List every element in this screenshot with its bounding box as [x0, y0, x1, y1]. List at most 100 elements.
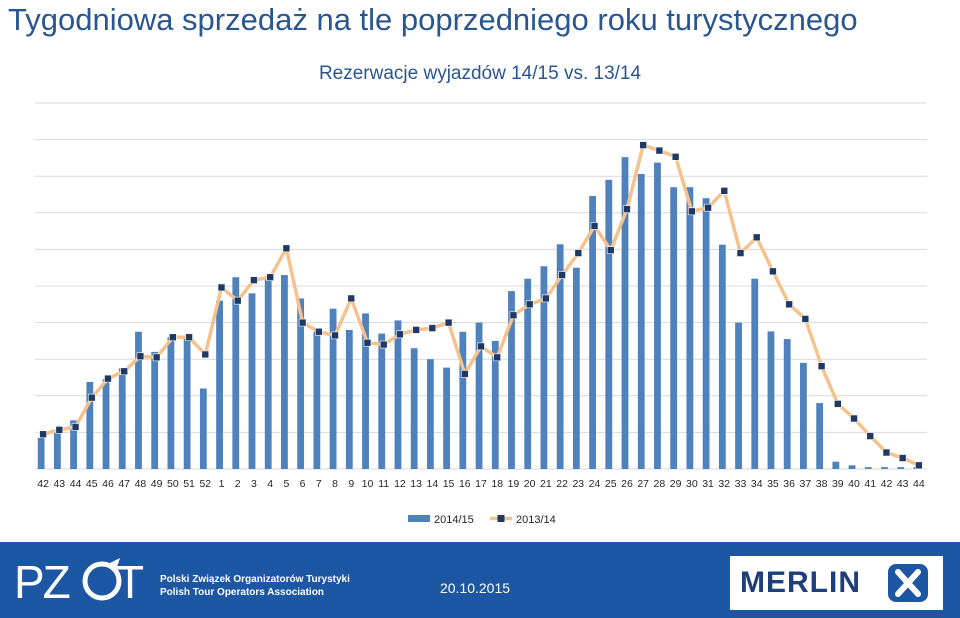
point-2013-14-week-34: [752, 233, 761, 242]
point-2013-14-week-38: [817, 362, 826, 370]
legend-label-2013-14: 2013/14: [516, 514, 556, 526]
bar-2014-15-week-10: [362, 313, 369, 469]
x-tick-label: 47: [118, 478, 130, 490]
point-2013-14-week-26: [623, 205, 631, 213]
bar-2014-15-week-9: [345, 329, 353, 469]
x-tick-label: 38: [816, 478, 828, 490]
bar-2014-15-week-33: [735, 322, 742, 469]
x-tick-label: 48: [135, 478, 147, 490]
point-2013-14-week-2: [233, 296, 242, 305]
bar-2014-15-week-3: [248, 293, 256, 469]
bar-2014-15-week-13: [410, 348, 418, 469]
point-2013-14-week-35: [769, 267, 777, 276]
point-2013-14-week-17: [477, 342, 485, 351]
bar-2014-15-week-4: [264, 276, 272, 469]
x-tick-label: 43: [53, 478, 65, 490]
x-tick-label: 26: [621, 478, 633, 490]
x-tick-label: 45: [86, 478, 98, 490]
bar-2014-15-week-20: [524, 278, 532, 469]
chart-legend: 2014/15 2013/14: [408, 514, 556, 526]
bar-2014-15-week-5: [281, 275, 288, 469]
point-2013-14-week-40: [850, 414, 858, 423]
bar-2014-15-week-42: [37, 437, 45, 469]
bar-series-2014-15: [37, 157, 921, 470]
x-tick-label: 30: [686, 478, 698, 490]
point-2013-14-week-46: [104, 374, 112, 383]
bar-2014-15-week-2: [232, 277, 240, 469]
point-2013-14-week-36: [785, 300, 793, 309]
merlin-x-icon: [888, 564, 928, 602]
point-2013-14-week-37: [801, 315, 810, 323]
bar-2014-15-week-11: [378, 333, 386, 469]
x-tick-label: 10: [362, 478, 374, 490]
x-tick-label: 2: [235, 478, 241, 490]
x-tick-label: 16: [459, 478, 471, 490]
bar-2014-15-week-34: [751, 278, 759, 469]
x-tick-label: 32: [718, 478, 730, 490]
bar-2014-15-week-22: [556, 244, 564, 469]
x-tick-label: 31: [702, 478, 714, 490]
point-2013-14-week-8: [331, 331, 339, 340]
x-tick-label: 52: [199, 478, 211, 490]
point-2013-14-week-50: [169, 333, 177, 342]
point-2013-14-week-33: [736, 249, 745, 257]
org-name-polish: Polski Związek Organizatorów Turystyki: [160, 574, 350, 585]
merlin-logo: MERLIN: [730, 556, 943, 610]
x-tick-label: 17: [475, 478, 487, 490]
bar-2014-15-week-15: [443, 367, 451, 469]
point-2013-14-week-21: [542, 294, 550, 303]
bar-2014-15-week-51: [183, 337, 191, 469]
legend-label-2014-15: 2014/15: [434, 514, 474, 526]
point-2013-14-week-9: [347, 294, 356, 303]
point-2013-14-week-29: [671, 153, 680, 161]
point-2013-14-week-20: [525, 300, 534, 309]
bar-2014-15-week-17: [475, 322, 483, 469]
x-tick-label: 23: [572, 478, 584, 490]
point-2013-14-week-45: [87, 393, 96, 402]
bar-2014-15-week-25: [605, 179, 613, 470]
bar-2014-15-week-14: [426, 359, 434, 469]
bar-2014-15-week-32: [718, 244, 726, 469]
point-2013-14-week-32: [720, 187, 729, 195]
bar-2014-15-week-8: [329, 308, 337, 469]
merlin-logo-text: MERLIN: [740, 566, 861, 599]
x-tick-label: 29: [670, 478, 682, 490]
point-2013-14-week-49: [152, 353, 161, 362]
bar-2014-15-week-40: [848, 465, 856, 469]
x-tick-label: 5: [283, 478, 289, 490]
x-tick-label: 24: [589, 478, 601, 490]
point-2013-14-week-31: [704, 203, 712, 212]
bar-2014-15-week-43: [897, 467, 905, 469]
x-tick-label: 8: [332, 478, 338, 490]
x-tick-label: 50: [167, 478, 179, 490]
x-tick-label: 25: [605, 478, 617, 490]
point-2013-14-week-5: [282, 244, 291, 253]
point-2013-14-week-39: [833, 400, 842, 408]
bar-2014-15-week-6: [297, 298, 305, 469]
point-2013-14-week-15: [444, 318, 453, 327]
point-2013-14-week-6: [298, 318, 307, 327]
svg-text:PZ: PZ: [14, 556, 70, 606]
bar-2014-15-week-42: [881, 467, 888, 469]
point-2013-14-week-48: [136, 352, 145, 361]
point-2013-14-week-13: [412, 326, 420, 334]
point-2013-14-week-30: [688, 207, 696, 216]
bar-2014-15-week-46: [102, 379, 110, 469]
x-tick-label: 33: [735, 478, 747, 490]
svg-text:T: T: [116, 556, 144, 606]
x-tick-label: 44: [913, 478, 925, 490]
x-tick-label: 7: [316, 478, 322, 490]
bar-2014-15-week-12: [394, 320, 402, 469]
line-series-2013-14: [39, 141, 923, 470]
x-tick-label: 3: [251, 478, 257, 490]
x-tick-label: 43: [897, 478, 909, 490]
bar-2014-15-week-39: [832, 461, 840, 469]
point-2013-14-week-12: [396, 330, 404, 339]
bar-2014-15-week-19: [508, 291, 515, 469]
point-2013-14-week-41: [866, 432, 875, 440]
x-tick-label: 1: [219, 478, 225, 490]
bar-2014-15-week-38: [816, 403, 824, 469]
bar-2014-15-week-49: [151, 351, 159, 469]
bar-2014-15-week-24: [589, 195, 596, 470]
org-name-english: Polish Tour Operators Association: [160, 587, 324, 598]
